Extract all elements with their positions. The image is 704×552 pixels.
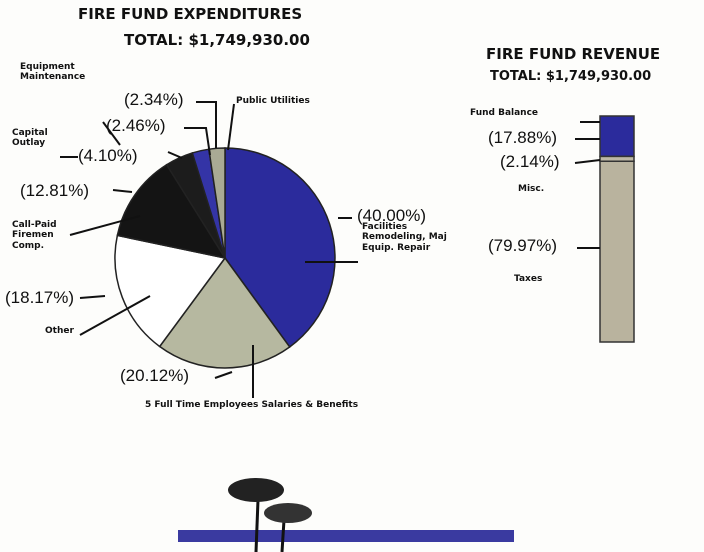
- value-label: (79.97%): [488, 236, 557, 255]
- category-label: Taxes: [514, 274, 543, 284]
- bar-segment: [599, 115, 635, 158]
- ground-bar: [178, 530, 514, 542]
- category-label: Misc.: [518, 184, 545, 194]
- value-label: (18.17%): [5, 288, 74, 307]
- pie-slice: [116, 163, 227, 260]
- value-label: (40.00%): [357, 206, 426, 225]
- stacked-bar: [599, 115, 635, 343]
- leader: [167, 151, 183, 159]
- leader: [184, 127, 211, 156]
- leader: [79, 295, 106, 299]
- tree-trunk: [280, 519, 286, 552]
- leader: [79, 295, 151, 336]
- tree-trunk: [254, 499, 260, 552]
- value-label: (17.88%): [488, 128, 557, 147]
- category-label: Call-Paid Firemen Comp.: [12, 220, 57, 251]
- value-label: (12.81%): [20, 181, 89, 200]
- leader: [102, 121, 121, 146]
- leader: [574, 159, 601, 164]
- pie-subtitle: TOTAL: $1,749,930.00: [124, 31, 310, 49]
- pie-slice: [114, 234, 227, 348]
- pie-slice: [158, 256, 291, 369]
- category-label: Public Utilities: [236, 96, 310, 106]
- pie-slice: [224, 147, 336, 349]
- value-label: (20.12%): [120, 366, 189, 385]
- category-label: Fund Balance: [470, 108, 539, 118]
- category-label: 5 Full Time Employees Salaries & Benefit…: [145, 400, 359, 410]
- bar-subtitle: TOTAL: $1,749,930.00: [490, 69, 652, 84]
- leader: [196, 101, 217, 148]
- tree-crown: [264, 503, 312, 523]
- value-label: (4.10%): [78, 146, 138, 165]
- category-label: Equipment Maintenance: [20, 62, 86, 83]
- bar-title: FIRE FUND REVENUE: [486, 45, 661, 63]
- value-label: (2.34%): [124, 90, 184, 109]
- leader: [214, 371, 233, 379]
- leader: [69, 215, 141, 236]
- bar-segment: [599, 160, 635, 343]
- leader: [227, 103, 235, 151]
- category-label: Facilities Remodeling, Maj Equip. Repair: [362, 222, 447, 253]
- pie: [114, 147, 336, 369]
- value-label: (2.14%): [500, 152, 560, 171]
- tree-crown: [228, 478, 284, 502]
- decoration: [178, 478, 514, 552]
- category-label: Other: [45, 326, 74, 336]
- value-label: (2.46%): [106, 116, 166, 135]
- leaders: [60, 101, 601, 398]
- leader: [112, 189, 133, 193]
- category-label: Capital Outlay: [12, 128, 48, 149]
- pie-title: FIRE FUND EXPENDITURES: [78, 5, 303, 23]
